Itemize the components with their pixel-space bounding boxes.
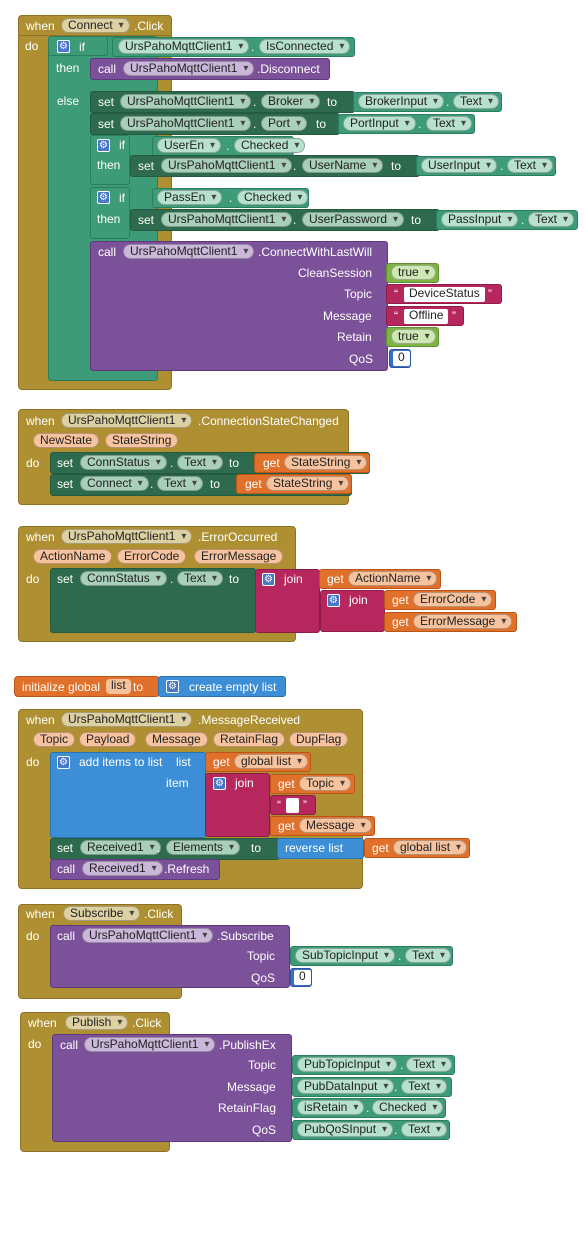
add-items-to-list-block[interactable] <box>50 752 206 838</box>
if-user-block[interactable] <box>90 135 130 185</box>
gear-icon[interactable]: ⚙ <box>57 756 70 769</box>
nested-join-block[interactable] <box>320 590 385 632</box>
clean-session-value[interactable]: true <box>391 265 436 280</box>
param-message[interactable]: Message <box>145 732 208 747</box>
create-empty-list-block[interactable] <box>158 676 286 697</box>
publishex-call-block[interactable] <box>52 1034 292 1142</box>
param-errormessage[interactable]: ErrorMessage <box>194 549 284 564</box>
connect-component-dropdown[interactable]: Connect <box>61 18 130 33</box>
param-retainflag[interactable]: RetainFlag <box>213 732 286 747</box>
gear-icon[interactable]: ⚙ <box>213 777 226 790</box>
click-event-label: .Click <box>134 19 164 33</box>
when-keyword: when <box>26 19 55 33</box>
gear-icon[interactable]: ⚙ <box>97 191 110 204</box>
gear-icon[interactable]: ⚙ <box>262 573 275 586</box>
param-errorcode[interactable]: ErrorCode <box>117 549 187 564</box>
separator-text[interactable] <box>286 798 299 813</box>
if-keyword: if <box>79 40 85 54</box>
param-payload[interactable]: Payload <box>79 732 137 747</box>
if-pass-block[interactable] <box>90 187 130 239</box>
do-keyword: do <box>25 39 39 53</box>
param-dupflag[interactable]: DupFlag <box>289 732 349 747</box>
gear-icon[interactable]: ⚙ <box>57 40 70 53</box>
clean-session-param: CleanSession <box>298 266 373 280</box>
isconnected-property-dropdown[interactable]: IsConnected <box>259 39 351 54</box>
global-var-name[interactable]: list <box>106 679 131 694</box>
connect-with-last-will-block[interactable] <box>90 241 388 371</box>
qos-value[interactable]: 0 <box>393 351 410 366</box>
retain-value[interactable]: true <box>391 329 436 344</box>
will-message-text[interactable]: Offline <box>404 309 449 324</box>
disconnect-component-dropdown[interactable]: UrsPahoMqttClient1 <box>123 61 255 76</box>
if-component-dropdown[interactable]: UrsPahoMqttClient1 <box>118 39 250 54</box>
else-keyword: else <box>57 94 80 108</box>
gear-icon[interactable]: ⚙ <box>97 139 110 152</box>
gear-icon[interactable]: ⚙ <box>166 680 179 693</box>
param-statestring[interactable]: StateString <box>105 433 179 448</box>
reverse-list-block[interactable] <box>277 838 364 859</box>
param-actionname[interactable]: ActionName <box>33 549 113 564</box>
param-topic[interactable]: Topic <box>33 732 76 747</box>
then-keyword: then <box>56 61 80 75</box>
gear-icon[interactable]: ⚙ <box>327 594 340 607</box>
param-newstate[interactable]: NewState <box>33 433 100 448</box>
will-topic-text[interactable]: DeviceStatus <box>404 287 485 302</box>
